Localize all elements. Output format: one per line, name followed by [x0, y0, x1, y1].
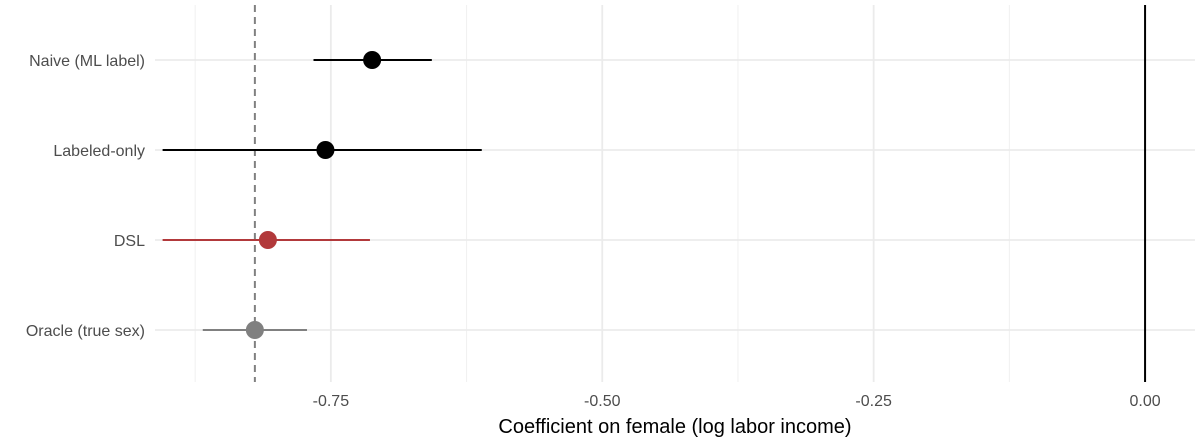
- x-tick-label: -0.50: [584, 393, 621, 410]
- estimate-point: [363, 51, 382, 69]
- y-axis-labels: Naive (ML label) Labeled-only DSL Oracle (t…: [26, 53, 145, 340]
- x-axis-labels: -0.75 -0.50 -0.25 0.00: [313, 393, 1161, 410]
- chart-marks: [162, 51, 482, 339]
- y-tick-label: Naive (ML label): [29, 53, 145, 70]
- x-tick-label: -0.25: [855, 393, 892, 410]
- x-tick-label: 0.00: [1129, 393, 1160, 410]
- x-tick-label: -0.75: [313, 393, 350, 410]
- estimate-point: [316, 141, 335, 159]
- estimate-point: [245, 321, 264, 339]
- y-tick-label: Labeled-only: [53, 143, 145, 160]
- major-gridlines: [155, 5, 1195, 382]
- estimate-point: [258, 231, 277, 249]
- minor-gridlines: [194, 5, 1010, 382]
- y-tick-label: DSL: [114, 233, 145, 250]
- x-axis-title: Coefficient on female (log labor income): [498, 416, 851, 437]
- reference-lines: [253, 5, 1147, 382]
- y-tick-label: Oracle (true sex): [26, 323, 145, 340]
